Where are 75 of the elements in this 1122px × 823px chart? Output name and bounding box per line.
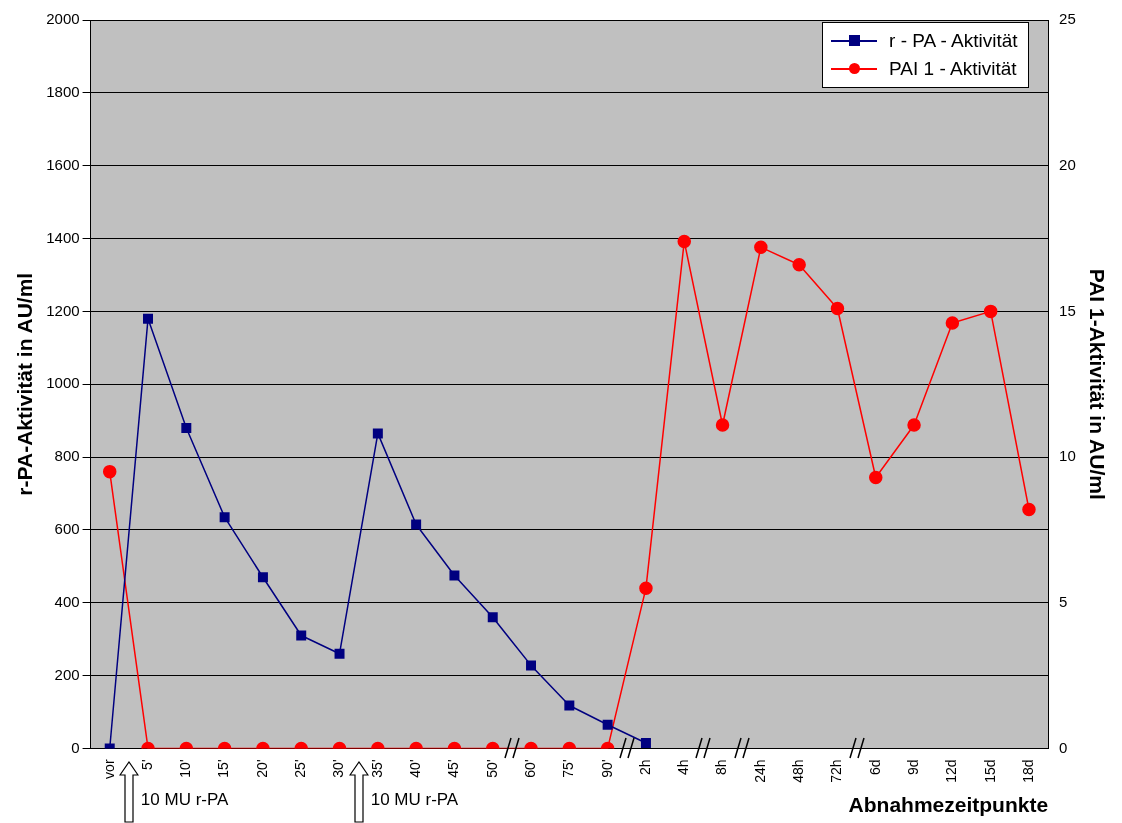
x-tick-label: 40' <box>406 759 423 778</box>
x-tick-label: 18d <box>1019 759 1036 783</box>
point <box>792 258 806 272</box>
x-tick-label: 60' <box>521 759 538 778</box>
point <box>1022 502 1036 517</box>
x-tick-label: 4h <box>675 759 692 776</box>
point <box>181 422 192 433</box>
x-tick-label: 50' <box>483 759 500 778</box>
legend-label: PAI 1 - Aktivität <box>889 57 1017 81</box>
point <box>257 572 268 583</box>
y-tick-label: 1000 <box>46 374 80 392</box>
x-tick-label: 35' <box>368 759 385 778</box>
point <box>487 612 498 623</box>
x-tick-label: 48h <box>790 759 807 783</box>
point <box>564 700 575 711</box>
point <box>754 240 768 255</box>
point <box>677 234 691 249</box>
x-tick-label: 6d <box>866 759 883 776</box>
x-tick-label: 12d <box>943 759 960 783</box>
y-tick-label: 1400 <box>46 228 80 246</box>
text: 10 MU r-PA <box>140 789 230 809</box>
y2-tick-label: 20 <box>1059 155 1076 173</box>
y-tick-label: 800 <box>54 447 80 465</box>
point <box>715 418 730 432</box>
point <box>526 660 537 671</box>
x-tick-label: 9d <box>904 759 921 776</box>
y2-tick-label: 5 <box>1059 592 1068 610</box>
y-axis-title: r-PA-Aktivität in AU/ml <box>13 272 37 496</box>
point <box>945 316 960 330</box>
point <box>102 464 117 479</box>
x-tick-label: 75' <box>560 759 577 778</box>
x-tick-label: 15' <box>215 759 232 778</box>
legend-label: r - PA - Aktivität <box>889 29 1018 53</box>
point <box>411 519 422 530</box>
point <box>907 418 921 432</box>
y-tick-label: 200 <box>54 665 80 683</box>
y-tick-label: 1200 <box>46 301 80 319</box>
point <box>983 304 998 319</box>
point <box>639 581 653 595</box>
x-tick-label: 5' <box>138 759 155 770</box>
x-tick-label: 25' <box>292 759 309 778</box>
x-tick-label: 8h <box>713 759 730 776</box>
point <box>296 630 307 641</box>
y2-tick-label: 0 <box>1059 738 1068 756</box>
point <box>372 428 383 439</box>
x-axis-title: Abnahmezeitpunkte <box>848 793 1049 817</box>
y2-axis-title: PAI 1-Aktivität in AU/ml <box>1085 268 1109 500</box>
point <box>219 512 230 523</box>
text: 10 MU r-PA <box>370 789 459 809</box>
x-tick-label: 20' <box>253 759 270 778</box>
point <box>640 737 651 748</box>
x-tick-label: 24h <box>751 759 768 783</box>
y-tick-label: 1600 <box>46 155 80 173</box>
y2-tick-label: 25 <box>1059 10 1076 28</box>
point <box>143 313 154 324</box>
x-tick-label: 45' <box>445 759 462 778</box>
point <box>830 301 845 316</box>
point <box>602 719 613 730</box>
x-tick-label: 10' <box>177 759 194 778</box>
y-tick-label: 400 <box>54 592 80 610</box>
x-tick-label: 15d <box>981 759 998 783</box>
y-tick-label: 0 <box>71 738 80 756</box>
point <box>334 648 345 659</box>
point <box>869 470 883 485</box>
x-tick-label: 72h <box>828 759 845 783</box>
y2-tick-label: 10 <box>1059 447 1076 465</box>
x-tick-label: 2h <box>636 759 653 776</box>
y2-tick-label: 15 <box>1059 301 1076 319</box>
y-tick-label: 2000 <box>46 10 80 28</box>
x-tick-label: 30' <box>330 759 347 778</box>
y-tick-label: 1800 <box>46 82 80 100</box>
x-tick-label: vor <box>100 759 117 779</box>
point <box>449 570 460 581</box>
x-tick-label: 90' <box>598 759 615 778</box>
y-tick-label: 600 <box>54 520 80 538</box>
